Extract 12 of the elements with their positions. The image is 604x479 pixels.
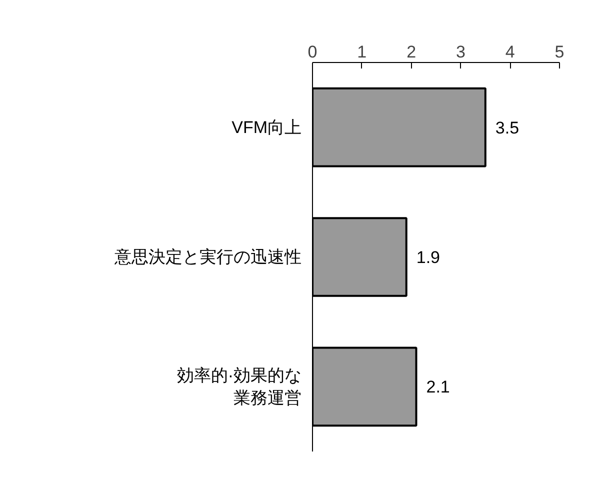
x-tick-label: 2 bbox=[406, 42, 416, 62]
y-tick-label: 効率的·効果的な業務運営 bbox=[176, 366, 302, 408]
x-tick-label: 0 bbox=[308, 42, 318, 62]
data-label: 3.5 bbox=[495, 118, 520, 138]
data-label: 2.1 bbox=[426, 378, 450, 397]
x-tick-label: 1 bbox=[357, 42, 367, 62]
y-tick-label: VFM向上 bbox=[232, 118, 302, 137]
x-tick-label: 4 bbox=[505, 42, 515, 62]
x-tick-label: 5 bbox=[554, 42, 564, 62]
x-tick-label: 3 bbox=[456, 42, 466, 62]
y-tick-label: 意思決定と実行の迅速性 bbox=[114, 248, 302, 266]
data-label: 1.9 bbox=[416, 248, 440, 267]
